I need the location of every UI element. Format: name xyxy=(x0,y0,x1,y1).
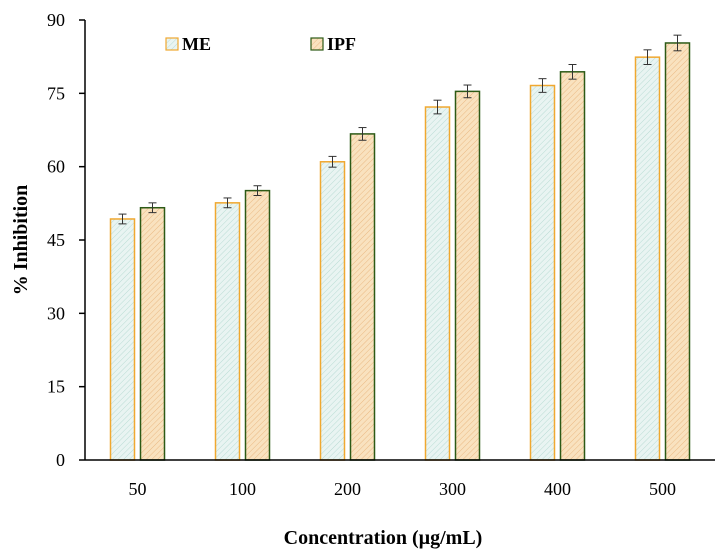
bar-ipf-50 xyxy=(139,206,166,461)
error-bars-group xyxy=(118,34,682,225)
error-bar-ipf-50 xyxy=(148,202,157,214)
bar-ipf-500 xyxy=(664,42,691,461)
bar-me-300 xyxy=(424,106,451,461)
bars-group xyxy=(109,42,691,461)
x-tick-label-400: 400 xyxy=(544,479,571,499)
y-tick-label-60: 60 xyxy=(47,157,65,177)
y-axis-title: % Inhibition xyxy=(10,185,32,296)
x-ticks-group: 50 100 200 300 400 500 xyxy=(129,479,677,499)
bar-ipf-300 xyxy=(454,90,481,461)
y-tick-label-45: 45 xyxy=(47,230,65,250)
x-tick-label-500: 500 xyxy=(649,479,676,499)
error-bar-ipf-400 xyxy=(568,63,577,80)
y-tick-label-75: 75 xyxy=(47,83,65,103)
x-axis-title: Concentration (µg/mL) xyxy=(284,527,483,549)
error-bar-me-100 xyxy=(223,197,232,209)
error-bar-me-50 xyxy=(118,213,127,225)
error-bar-ipf-100 xyxy=(253,185,262,197)
error-bar-me-300 xyxy=(433,99,442,115)
y-tick-label-90: 90 xyxy=(47,10,65,30)
legend-swatch-me xyxy=(165,37,179,51)
legend-label-ipf: IPF xyxy=(327,34,356,54)
y-ticks-group: 0 15 30 45 60 75 90 xyxy=(47,10,85,470)
x-tick-label-50: 50 xyxy=(129,479,147,499)
bar-me-100 xyxy=(214,202,241,461)
y-tick-label-30: 30 xyxy=(47,303,65,323)
error-bar-ipf-200 xyxy=(358,127,367,141)
bar-me-500 xyxy=(634,56,661,461)
x-tick-label-300: 300 xyxy=(439,479,466,499)
error-bar-me-400 xyxy=(538,78,547,93)
bar-ipf-100 xyxy=(244,189,271,461)
error-bar-me-500 xyxy=(643,49,652,65)
x-tick-label-200: 200 xyxy=(334,479,361,499)
bar-ipf-200 xyxy=(349,133,376,461)
legend-item-me: ME xyxy=(165,34,211,54)
y-tick-label-15: 15 xyxy=(47,377,65,397)
error-bar-ipf-500 xyxy=(673,34,682,52)
bar-me-400 xyxy=(529,84,556,461)
legend-item-ipf: IPF xyxy=(310,34,356,54)
x-tick-label-100: 100 xyxy=(229,479,256,499)
legend: ME IPF xyxy=(165,34,356,54)
y-tick-label-0: 0 xyxy=(56,450,65,470)
bar-me-200 xyxy=(319,161,346,461)
legend-label-me: ME xyxy=(182,34,211,54)
bar-me-50 xyxy=(109,218,136,461)
error-bar-ipf-300 xyxy=(463,84,472,99)
legend-swatch-ipf xyxy=(310,37,324,51)
bar-ipf-400 xyxy=(559,71,586,461)
error-bar-me-200 xyxy=(328,155,337,168)
